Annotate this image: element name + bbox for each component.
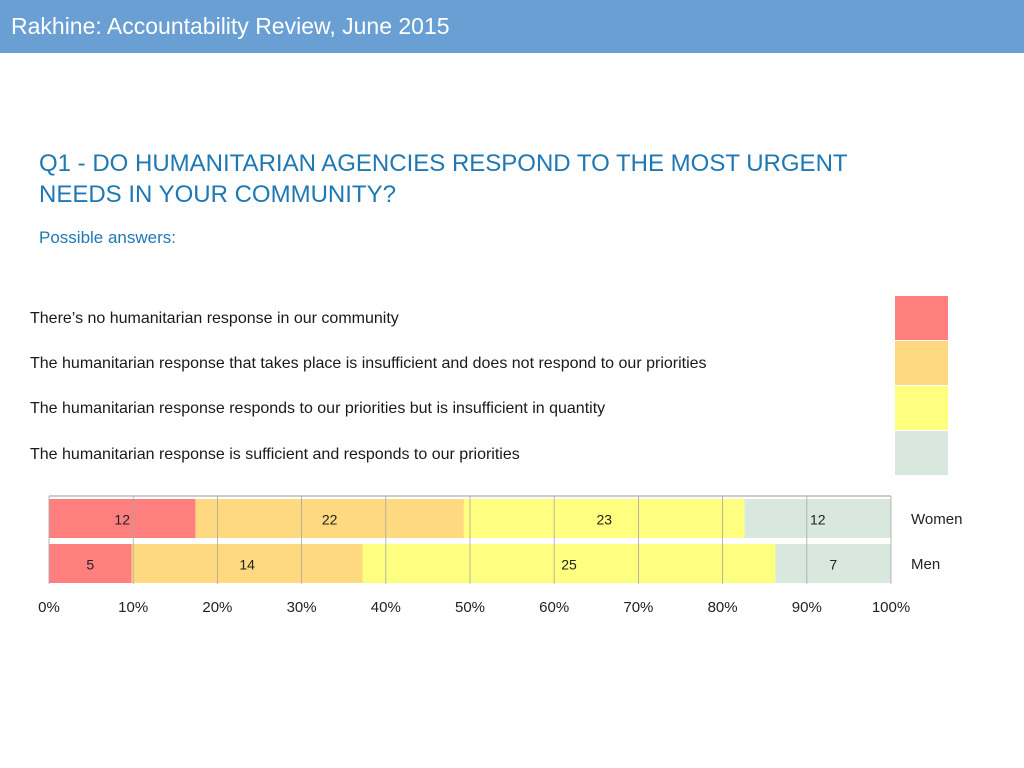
header-bar: Rakhine: Accountability Review, June 201…	[0, 0, 1024, 53]
x-tick-label: 0%	[38, 599, 60, 616]
legend-swatch-no-response	[895, 296, 948, 340]
stacked-bar-chart: 12 22 23 12 Women 5 14 25 7 Men 0% 10% 20% 30% 40% 50% 6…	[0, 480, 1024, 630]
bar-segment	[362, 544, 776, 583]
answer-priorities-insufficient-quantity: The humanitarian response responds to ou…	[30, 400, 606, 417]
bar-segment	[195, 499, 464, 538]
x-tick-label: 60%	[539, 599, 569, 616]
answer-no-response: There’s no humanitarian response in our …	[30, 310, 399, 327]
bar-segment	[49, 499, 196, 538]
category-label: Women	[911, 511, 962, 528]
bar-segment	[463, 499, 745, 538]
legend-swatch-insufficient-quantity	[895, 386, 948, 430]
data-label: 14	[239, 557, 255, 573]
bar-segment	[49, 544, 132, 583]
data-label: 25	[561, 557, 577, 573]
x-tick-label: 30%	[287, 599, 317, 616]
question-line-1: Q1 - DO HUMANITARIAN AGENCIES RESPOND TO…	[39, 150, 848, 177]
data-label: 5	[86, 557, 94, 573]
x-tick-label: 80%	[708, 599, 738, 616]
bar-segment	[744, 499, 891, 538]
answer-insufficient-not-priorities: The humanitarian response that takes pla…	[30, 355, 707, 372]
header-title: Rakhine: Accountability Review, June 201…	[11, 13, 450, 39]
data-label: 22	[322, 512, 338, 528]
legend-swatch-insufficient	[895, 341, 948, 385]
x-tick-label: 40%	[371, 599, 401, 616]
chart-svg: 12 22 23 12 Women 5 14 25 7 Men 0% 10% 20% 30% 40% 50% 6…	[38, 495, 962, 616]
bar-segment	[131, 544, 363, 583]
x-tick-label: 90%	[792, 599, 822, 616]
possible-answers-label: Possible answers:	[39, 228, 177, 247]
x-tick-label: 70%	[623, 599, 653, 616]
data-label: 12	[114, 512, 130, 528]
x-tick-label: 20%	[202, 599, 232, 616]
legend-swatch-sufficient	[895, 431, 948, 475]
data-label: 23	[596, 512, 612, 528]
question-title: Q1 - DO HUMANITARIAN AGENCIES RESPOND TO…	[39, 148, 939, 210]
category-label: Men	[911, 556, 940, 573]
data-label: 7	[829, 557, 837, 573]
data-label: 12	[810, 512, 826, 528]
x-tick-label: 50%	[455, 599, 485, 616]
x-tick-label: 10%	[118, 599, 148, 616]
x-tick-label: 100%	[872, 599, 910, 616]
question-line-2: NEEDS IN YOUR COMMUNITY?	[39, 181, 396, 208]
answer-sufficient: The humanitarian response is sufficient …	[30, 446, 520, 463]
bar-segment	[775, 544, 891, 583]
